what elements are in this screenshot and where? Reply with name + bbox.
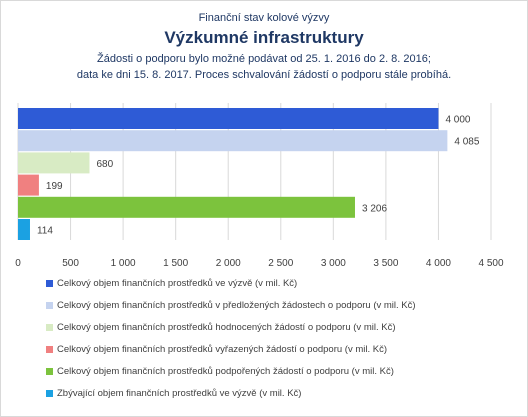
x-tick-label: 1 500 (163, 258, 188, 269)
x-tick-label: 3 500 (373, 258, 398, 269)
x-tick-label: 0 (15, 258, 21, 269)
bar-value-label: 199 (46, 181, 63, 192)
bar (18, 174, 39, 196)
x-tick-label: 2 000 (216, 258, 241, 269)
chart-kicker: Finanční stav kolové výzvy (198, 12, 330, 24)
x-tick-label: 4 500 (478, 258, 503, 269)
bar (18, 130, 448, 152)
legend-label: Celkový objem finančních prostředků v př… (57, 300, 416, 311)
bar (18, 196, 355, 218)
bar-value-label: 3 206 (362, 203, 387, 214)
bar (18, 152, 90, 174)
bar (18, 219, 30, 240)
legend-label: Celkový objem finančních prostředků hodn… (57, 322, 396, 333)
bar-value-label: 4 085 (454, 137, 479, 148)
bar (18, 108, 439, 129)
legend-label: Celkový objem finančních prostředků ve v… (57, 278, 298, 289)
legend-swatch (46, 368, 53, 375)
legend-swatch (46, 280, 53, 287)
legend-swatch (46, 346, 53, 353)
legend-swatch (46, 390, 53, 397)
legend-swatch (46, 324, 53, 331)
chart-note-line-1: Žádosti o podporu bylo možné podávat od … (97, 53, 431, 65)
bar-value-label: 680 (96, 159, 113, 170)
legend-swatch (46, 302, 53, 309)
bar-value-label: 114 (37, 226, 53, 237)
x-tick-label: 4 000 (426, 258, 451, 269)
x-tick-label: 1 000 (111, 258, 136, 269)
chart-title: Výzkumné infrastruktury (164, 28, 364, 47)
x-tick-label: 3 000 (321, 258, 346, 269)
legend-label: Celkový objem finančních prostředků podp… (57, 366, 394, 377)
chart-note-line-2: data ke dni 15. 8. 2017. Proces schvalov… (76, 69, 452, 81)
x-tick-label: 500 (62, 258, 79, 269)
chart-note: Žádosti o podporu bylo možné podávat od … (0, 51, 528, 83)
bar-value-label: 4 000 (445, 115, 470, 126)
legend-label: Celkový objem finančních prostředků vyřa… (57, 344, 388, 355)
legend-label: Zbývající objem finančních prostředků ve… (57, 388, 302, 399)
x-tick-label: 2 500 (268, 258, 293, 269)
